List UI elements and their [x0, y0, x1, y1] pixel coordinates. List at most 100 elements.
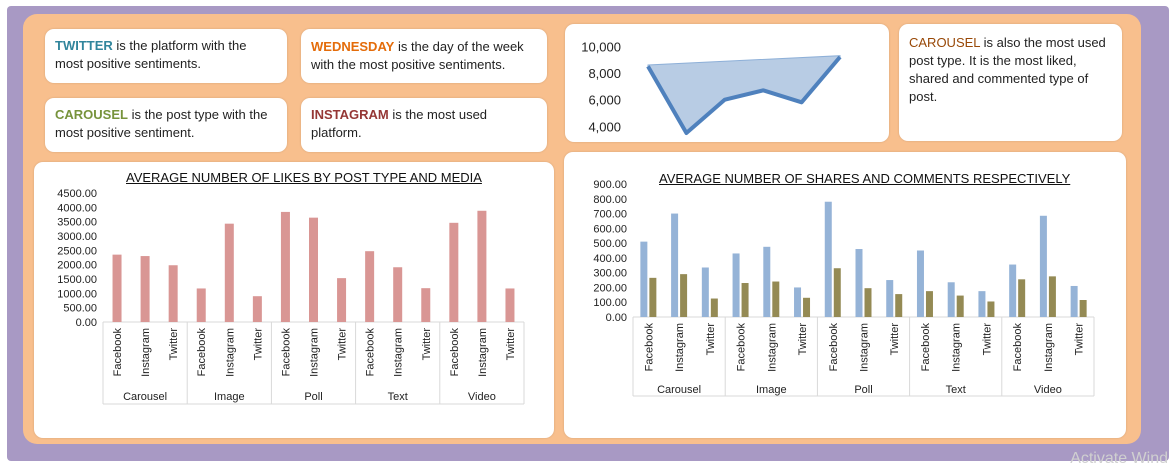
group-label: Text	[946, 384, 966, 396]
bar	[365, 251, 375, 322]
likes-chart-card: AVERAGE NUMBER OF LIKES BY POST TYPE AND…	[34, 162, 554, 438]
bar	[947, 282, 955, 317]
bar	[393, 267, 403, 322]
bar	[196, 288, 206, 322]
group-label: Carousel	[123, 391, 167, 403]
bar	[337, 278, 347, 322]
bar	[112, 254, 122, 322]
x-tick-label: Instagram	[674, 323, 686, 372]
x-tick-label: Twitter	[705, 323, 717, 356]
x-tick-label: Twitter	[505, 328, 517, 361]
bar	[1009, 264, 1017, 317]
y-tick-label: 400.00	[593, 253, 627, 265]
bar	[1079, 300, 1087, 317]
insight-text-3: CAROUSEL is the post type with the most …	[45, 98, 287, 142]
x-tick-label: Twitter	[252, 328, 264, 361]
x-tick-label: Facebook	[449, 328, 461, 377]
bar	[1018, 279, 1026, 317]
insight-keyword: TWITTER	[55, 38, 113, 53]
x-tick-label: Twitter	[797, 323, 809, 356]
y-tick-label: 3500.00	[57, 217, 97, 229]
bar	[895, 294, 903, 317]
x-tick-label: Instagram	[140, 328, 152, 377]
insight-text-2: WEDNESDAY is the day of the week with th…	[301, 29, 547, 74]
x-tick-label: Instagram	[859, 323, 871, 372]
x-tick-label: Twitter	[889, 323, 901, 356]
insight-card-1: TWITTER is the platform with the most po…	[45, 29, 287, 83]
insight-card-5: CAROUSEL is also the most used post type…	[899, 24, 1122, 141]
x-tick-label: Facebook	[736, 323, 748, 372]
bar	[280, 211, 290, 322]
insight-text-1: TWITTER is the platform with the most po…	[45, 29, 287, 73]
bar	[833, 268, 841, 317]
chart-title: AVERAGE NUMBER OF SHARES AND COMMENTS RE…	[659, 171, 1071, 186]
chart-title: AVERAGE NUMBER OF LIKES BY POST TYPE AND…	[126, 170, 482, 185]
x-tick-label: Instagram	[224, 328, 236, 377]
insight-card-2: WEDNESDAY is the day of the week with th…	[301, 29, 547, 83]
bar	[309, 217, 318, 322]
group-label: Carousel	[657, 384, 701, 396]
bar	[925, 291, 933, 317]
x-tick-label: Facebook	[196, 328, 208, 377]
insight-text-5: CAROUSEL is also the most used post type…	[899, 24, 1122, 106]
insight-card-3: CAROUSEL is the post type with the most …	[45, 98, 287, 152]
bar	[680, 274, 688, 317]
bar	[741, 283, 749, 317]
x-tick-label: Twitter	[421, 328, 433, 361]
bar	[732, 253, 740, 317]
bar	[252, 296, 262, 322]
bar	[763, 246, 771, 317]
insight-card-4: INSTAGRAM is the most used platform.	[301, 98, 547, 152]
y-tick-label: 8,000	[588, 66, 621, 81]
bar	[224, 223, 234, 322]
bar	[803, 297, 811, 317]
y-tick-label: 10,000	[581, 39, 621, 54]
insight-body: is the most used platform.	[311, 107, 488, 140]
y-tick-label: 800.00	[593, 194, 627, 206]
x-tick-label: Facebook	[365, 328, 377, 377]
bar	[824, 201, 832, 317]
group-label: Image	[214, 391, 245, 403]
insight-body: is also the most used post type. It is t…	[909, 35, 1106, 104]
bar	[794, 287, 802, 317]
bar	[505, 288, 515, 322]
bar	[140, 256, 150, 322]
group-label: Video	[468, 391, 496, 403]
group-label: Image	[756, 384, 787, 396]
area-chart-card: 10,000 8,000 6,000 4,000	[565, 24, 889, 142]
y-tick-label: 4500.00	[57, 188, 97, 200]
y-tick-label: 300.00	[593, 268, 627, 280]
shares-chart-card: AVERAGE NUMBER OF SHARES AND COMMENTS RE…	[564, 152, 1126, 438]
x-tick-label: Twitter	[337, 328, 349, 361]
x-tick-label: Facebook	[643, 323, 655, 372]
y-tick-label: 200.00	[593, 282, 627, 294]
insight-body: is the post type with the most positive …	[55, 107, 268, 140]
bar	[886, 280, 894, 317]
bar	[1048, 276, 1056, 317]
bar	[978, 291, 986, 317]
y-tick-label: 500.00	[63, 303, 97, 315]
y-tick-label: 900.00	[593, 179, 627, 191]
y-tick-label: 4,000	[588, 119, 621, 134]
y-tick-label: 500.00	[593, 238, 627, 250]
y-tick-label: 4000.00	[57, 202, 97, 214]
bar	[477, 210, 487, 322]
bar	[772, 281, 780, 317]
group-label: Video	[1034, 384, 1062, 396]
x-tick-label: Instagram	[951, 323, 963, 372]
y-tick-label: 6,000	[588, 93, 621, 108]
bar	[864, 288, 872, 317]
activation-watermark: Activate Wind	[1070, 450, 1168, 467]
y-tick-label: 1500.00	[57, 274, 97, 286]
bar	[640, 241, 648, 317]
x-tick-label: Instagram	[1043, 323, 1055, 372]
x-tick-label: Twitter	[1074, 323, 1086, 356]
bar	[168, 265, 178, 322]
bar	[916, 250, 924, 317]
likes-chart: 4500.00 4000.00 3500.00 3000.00 2500.00 2000.…	[57, 188, 525, 405]
bar	[649, 277, 657, 317]
bar	[855, 249, 863, 317]
bar	[710, 298, 718, 317]
bar	[1070, 285, 1078, 317]
group-label: Poll	[854, 384, 872, 396]
